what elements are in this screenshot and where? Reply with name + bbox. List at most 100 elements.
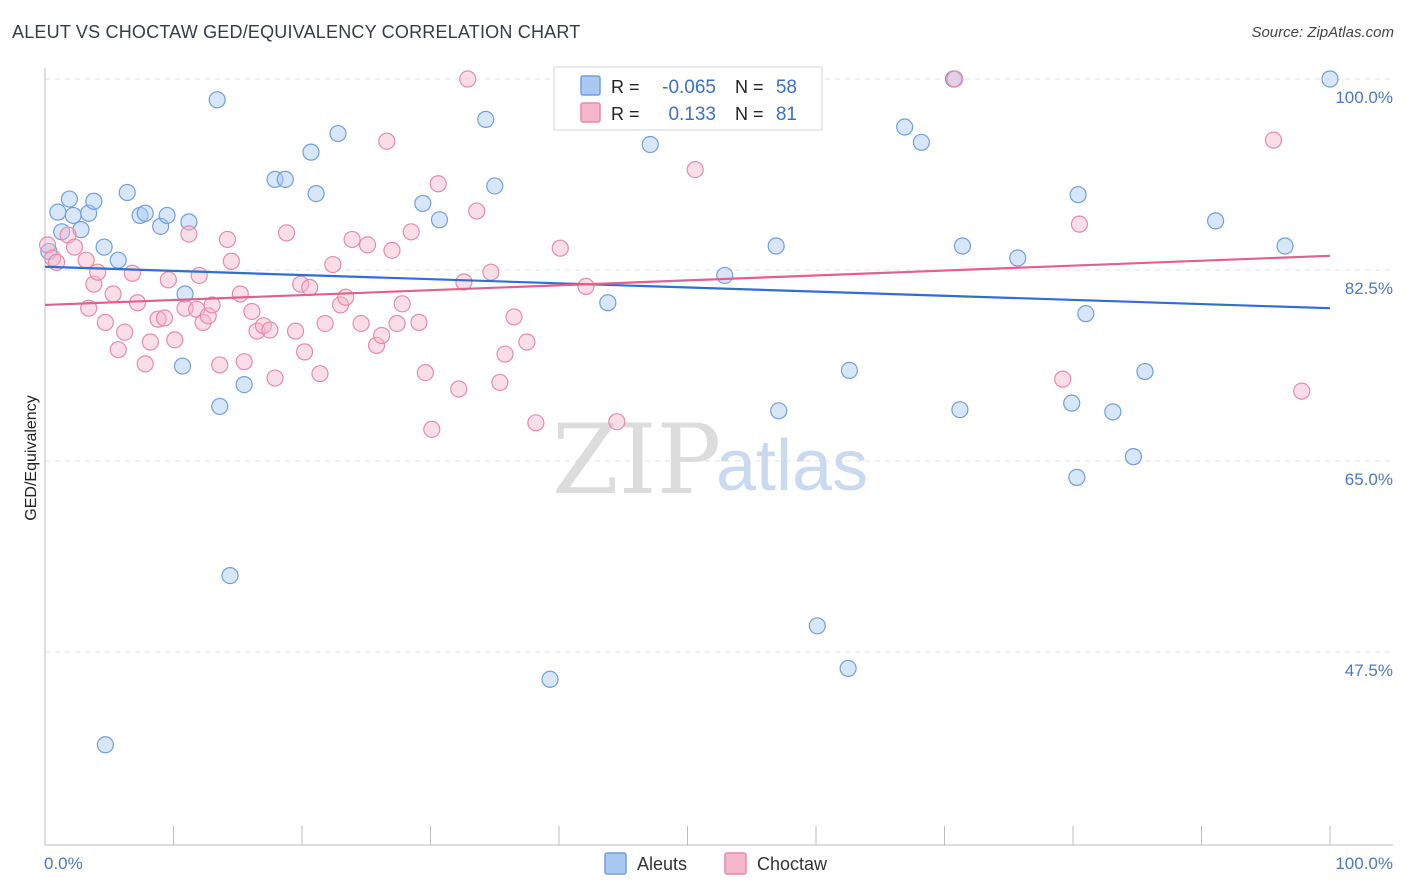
choctaw-point	[577, 277, 595, 295]
choctaw-point	[393, 295, 411, 313]
aleut-point	[307, 185, 325, 203]
y-tick-label: 47.5%	[1345, 661, 1393, 680]
choctaw-point	[109, 341, 127, 359]
y-tick-label: 82.5%	[1345, 279, 1393, 298]
aleut-point	[477, 110, 495, 128]
aleut-point	[173, 357, 192, 375]
choctaw-point	[423, 420, 441, 438]
choctaw-point	[136, 355, 154, 373]
aleut-point	[716, 266, 734, 285]
aleut-point	[95, 238, 113, 256]
choctaw-point	[38, 236, 57, 254]
choctaw-point	[527, 414, 545, 432]
choctaw-point	[551, 239, 569, 257]
x-tick-label-max: 100.0%	[1335, 854, 1393, 873]
aleut-point	[118, 183, 136, 202]
aleut-point	[1124, 448, 1142, 466]
choctaw-point	[1293, 382, 1311, 400]
choctaw-point	[416, 363, 434, 382]
choctaw-point	[128, 294, 147, 312]
choctaw-point	[1054, 370, 1072, 388]
trend-lines	[44, 254, 1331, 310]
aleut-point	[158, 206, 176, 225]
aleut-point	[1077, 305, 1095, 323]
aleut-point	[912, 133, 930, 151]
choctaw-point	[482, 263, 500, 281]
stats-r-value-choctaw: 0.133	[668, 104, 716, 125]
choctaw-point	[65, 238, 84, 256]
choctaw-point	[343, 230, 361, 249]
choctaw-point	[211, 356, 229, 374]
choctaw-point	[155, 309, 174, 327]
choctaw-point	[292, 275, 310, 293]
aleut-point	[1207, 212, 1225, 230]
choctaw-point	[450, 380, 468, 398]
watermark-zip: ZIP	[552, 404, 721, 516]
legend-label-aleuts: Aleuts	[637, 854, 687, 874]
aleut-point	[180, 213, 198, 231]
stats-swatch-choctaw	[580, 102, 601, 123]
choctaw-point	[491, 373, 509, 392]
choctaw-point	[199, 307, 217, 325]
aleut-point	[1136, 362, 1154, 381]
aleut-point	[109, 251, 127, 269]
aleut-point	[1063, 394, 1081, 412]
aleut-point	[276, 170, 294, 189]
aleut-point	[329, 124, 347, 143]
choctaw-point	[608, 413, 626, 431]
choctaw-point	[77, 251, 95, 269]
choctaw-point	[218, 230, 237, 249]
choctaw-point	[505, 308, 523, 326]
choctaw-point	[367, 336, 386, 354]
legend: Aleuts Choctaw	[604, 852, 828, 875]
aleut-point	[599, 294, 617, 312]
choctaw-point	[166, 331, 184, 349]
aleut-point	[486, 177, 504, 195]
choctaw-point	[104, 285, 122, 303]
choctaw-point	[311, 365, 329, 383]
choctaw-point	[159, 271, 177, 289]
aleut-point	[235, 376, 253, 394]
stats-swatch-aleut	[580, 75, 601, 96]
aleut-point	[49, 203, 67, 221]
aleut-point	[839, 659, 857, 677]
choctaw-point	[518, 333, 536, 351]
choctaw-point	[946, 70, 964, 88]
choctaw-point	[1264, 131, 1283, 149]
legend-swatch-choctaw	[724, 852, 747, 875]
choctaw-point	[261, 321, 279, 339]
choctaw-trend-line	[44, 254, 1331, 307]
stats-n-label-choctaw: N =	[735, 104, 764, 124]
aleut-point	[136, 204, 154, 222]
choctaw-point	[116, 323, 134, 341]
aleut-point	[85, 192, 103, 210]
aleut-point	[414, 194, 432, 213]
choctaw-point	[141, 333, 159, 351]
aleut-point	[641, 135, 659, 154]
aleut-point	[430, 211, 449, 229]
choctaw-point	[496, 345, 514, 363]
stats-n-label-aleut: N =	[735, 77, 764, 97]
source-label: Source: ZipAtlas.com	[1251, 24, 1394, 41]
y-tick-labels: 100.0% 82.5% 65.0% 47.5%	[1335, 88, 1393, 680]
choctaw-point	[301, 278, 319, 297]
choctaw-point	[190, 266, 208, 285]
aleut-point	[808, 617, 826, 635]
aleut-point	[1068, 468, 1086, 486]
stats-r-label-aleut: R =	[611, 77, 640, 97]
stats-n-value-aleut: 58	[776, 77, 797, 98]
axes	[44, 68, 1393, 846]
aleut-point	[1069, 186, 1087, 204]
choctaw-point	[358, 236, 377, 254]
aleut-point	[152, 217, 170, 235]
choctaw-point	[373, 326, 391, 345]
choctaw-point	[459, 70, 477, 88]
legend-label-choctaw: Choctaw	[757, 854, 828, 874]
aleut-point	[1321, 70, 1339, 88]
aleut-point	[840, 361, 859, 380]
aleut-point	[896, 118, 914, 136]
aleut-point	[72, 221, 90, 239]
choctaw-point	[402, 223, 420, 241]
choctaw-point	[324, 255, 342, 274]
